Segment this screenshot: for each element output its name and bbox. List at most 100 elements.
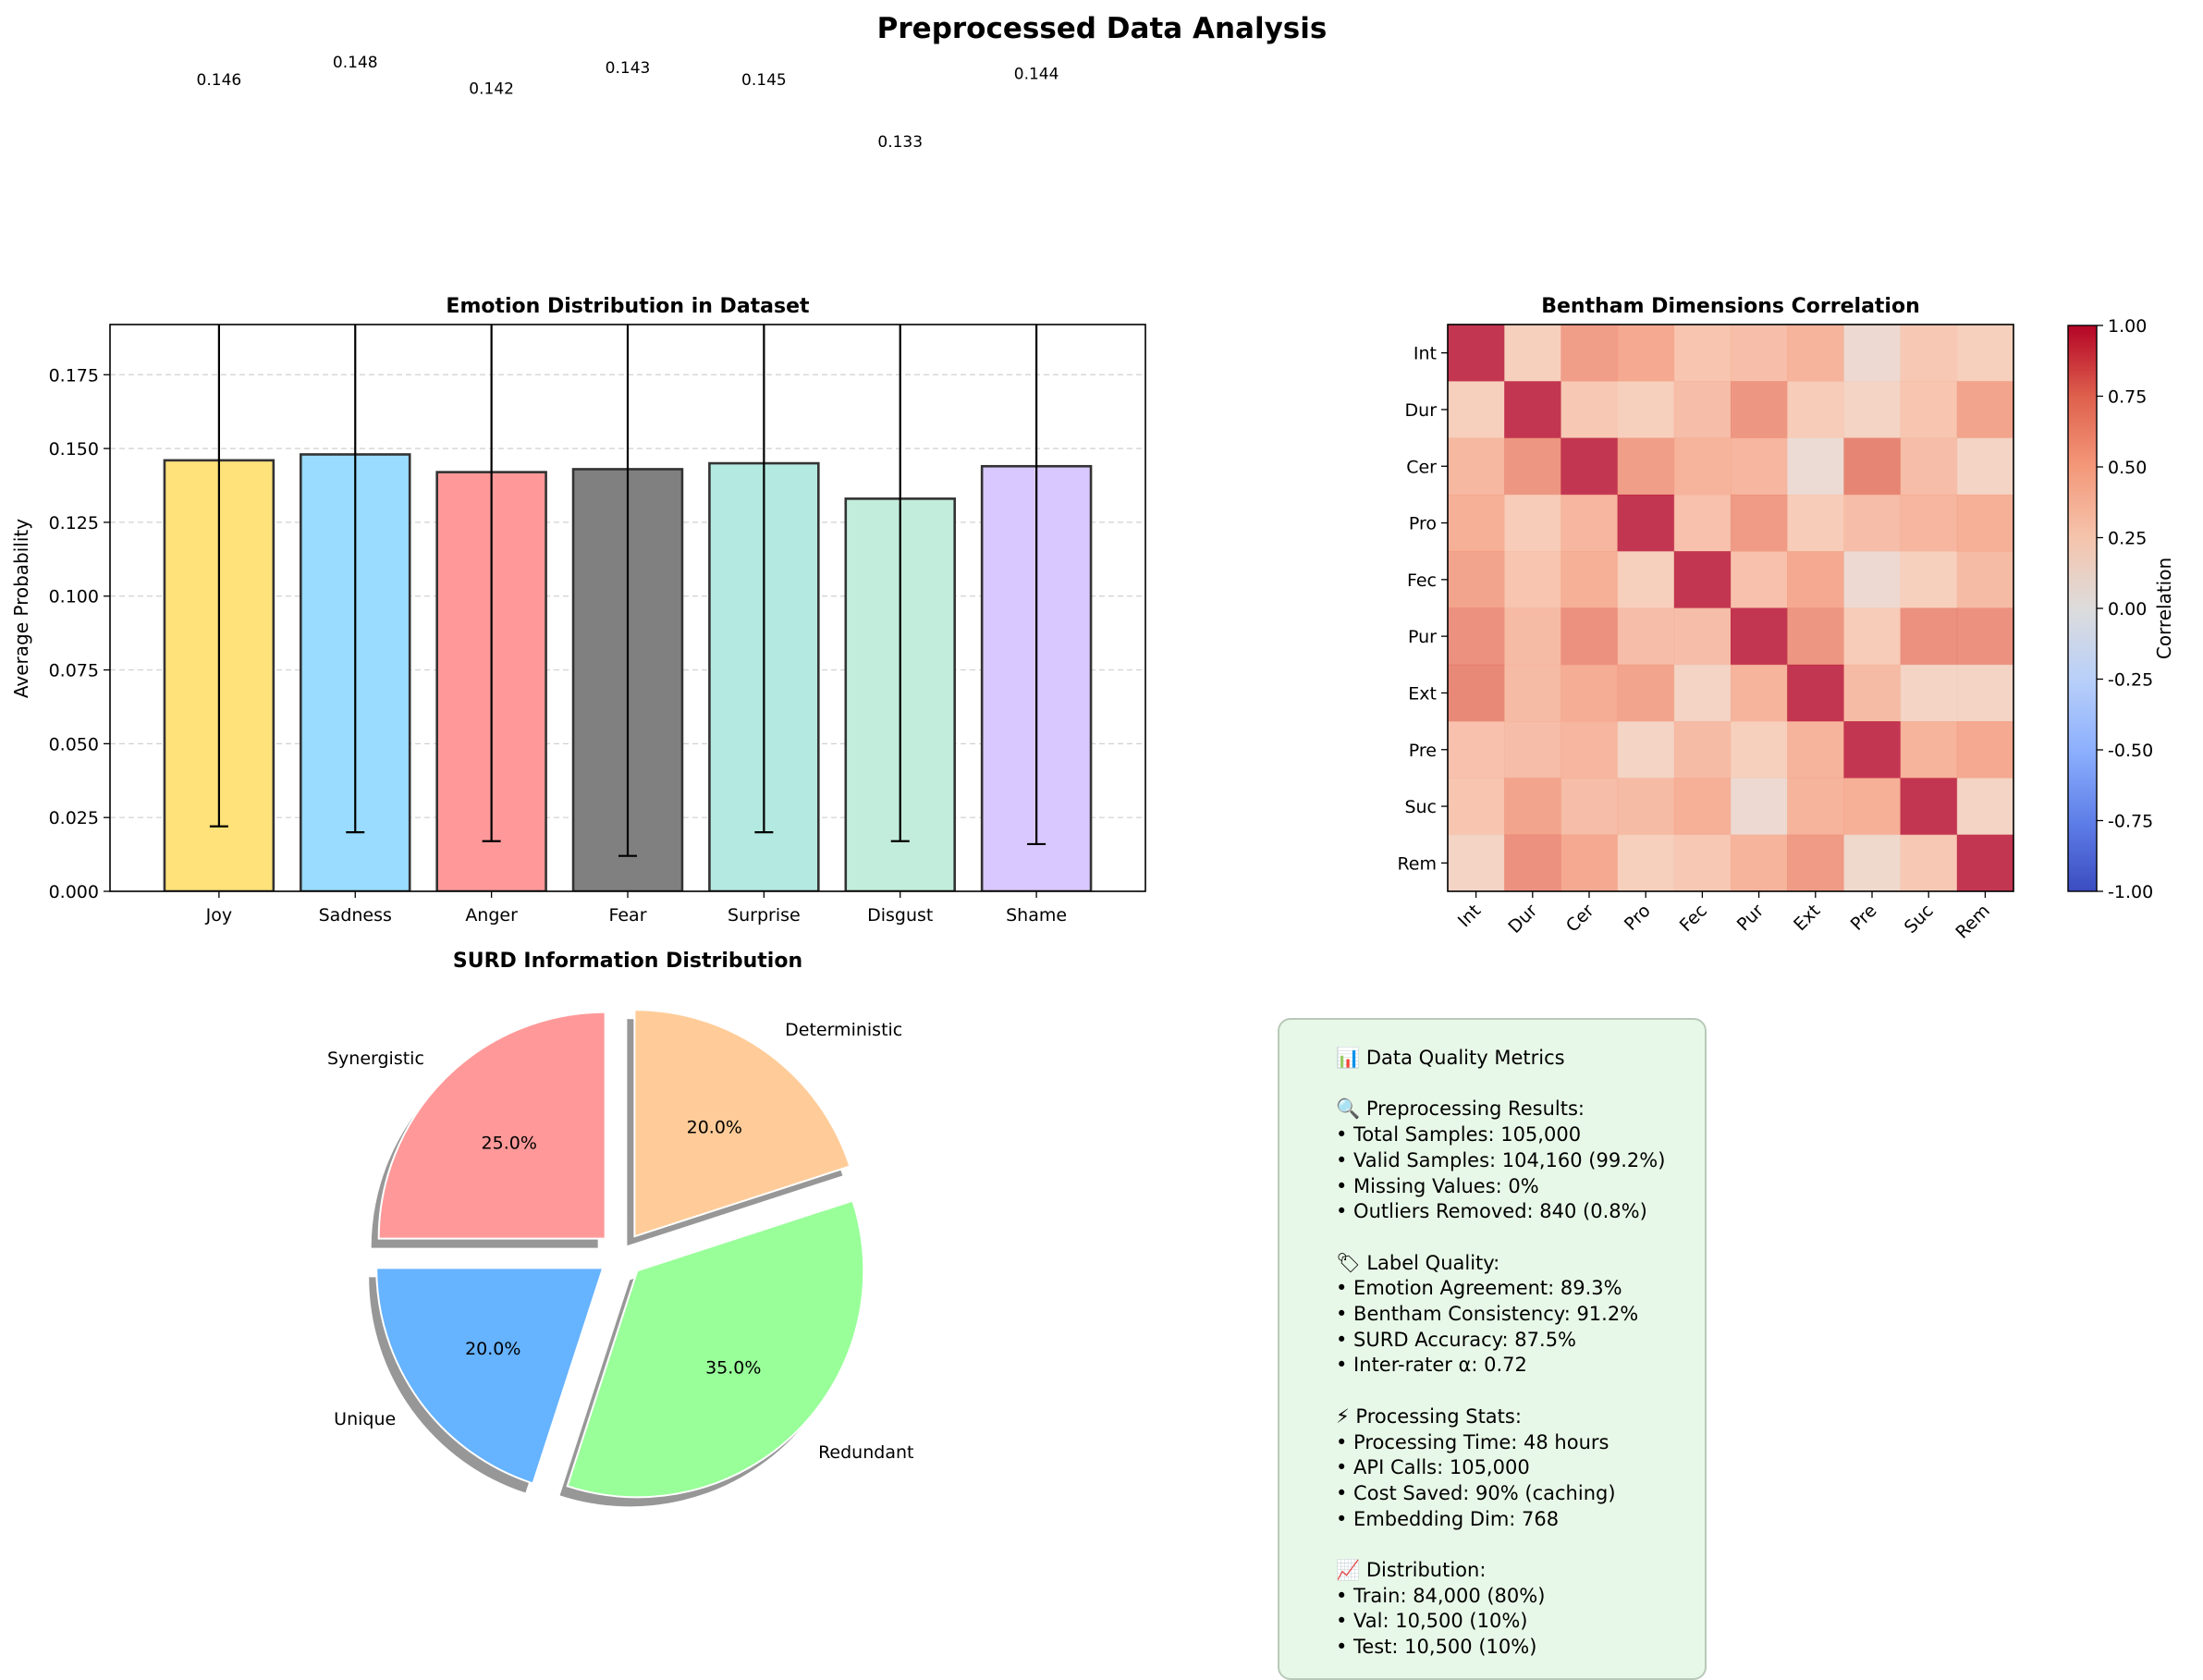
heatmap-cell bbox=[1448, 325, 1505, 382]
heatmap-row-label: Pur bbox=[1408, 627, 1437, 647]
heatmap-cell bbox=[1673, 834, 1732, 892]
heatmap-row-label: Dur bbox=[1405, 400, 1438, 421]
heatmap-cells bbox=[1448, 325, 2014, 892]
heatmap-cell bbox=[1448, 381, 1505, 439]
colorbar-tick-label: 0.75 bbox=[2108, 387, 2147, 408]
pie-chart-title: SURD Information Distribution bbox=[453, 950, 802, 973]
heatmap-cell bbox=[1900, 664, 1958, 722]
heatmap-cell bbox=[1787, 778, 1844, 836]
heatmap-cell bbox=[1956, 551, 2014, 608]
heatmap-cell bbox=[1787, 834, 1844, 892]
bar-x-tick-label: Disgust bbox=[867, 905, 933, 926]
heatmap-cell bbox=[1448, 607, 1505, 666]
heatmap-cell bbox=[1560, 381, 1619, 439]
heatmap-cell bbox=[1956, 381, 2014, 439]
colorbar-tick-label: -0.50 bbox=[2108, 741, 2153, 761]
heatmap-cell bbox=[1617, 607, 1675, 666]
bar-x-axis: Joy Sadness Anger Fear Surprise Disgust Shame bbox=[205, 891, 1067, 926]
heatmap-cell bbox=[1504, 437, 1561, 496]
heatmap-cell bbox=[1900, 834, 1958, 892]
heatmap-chart: Bentham Dimensions Correlation Int Dur Cer… bbox=[1397, 295, 2175, 943]
heatmap-cell bbox=[1843, 721, 1902, 779]
heatmap-cell bbox=[1617, 778, 1675, 836]
pie-pct-label: 20.0% bbox=[465, 1339, 520, 1359]
heatmap-cell bbox=[1560, 437, 1619, 496]
heatmap-cell bbox=[1673, 494, 1732, 552]
heatmap-cell bbox=[1617, 834, 1675, 892]
heatmap-frame bbox=[1447, 324, 2014, 892]
heatmap-cell bbox=[1504, 325, 1561, 382]
heatmap-cell bbox=[1560, 494, 1619, 552]
bar-value-label: 0.133 bbox=[877, 133, 923, 152]
colorbar-tick-label: 0.25 bbox=[2108, 529, 2147, 549]
heatmap-cell bbox=[1843, 778, 1902, 836]
heatmap-cell bbox=[1504, 494, 1561, 552]
heatmap-cell bbox=[1843, 325, 1902, 382]
heatmap-cell bbox=[1731, 834, 1788, 892]
heatmap-cell bbox=[1504, 381, 1561, 439]
bar-x-tick-label: Anger bbox=[465, 905, 518, 926]
bar-chart-errorbars bbox=[209, 325, 1046, 857]
bar-x-tick-label: Shame bbox=[1006, 905, 1067, 926]
heatmap-cell bbox=[1900, 607, 1958, 666]
heatmap-cell bbox=[1617, 325, 1675, 382]
heatmap-title: Bentham Dimensions Correlation bbox=[1541, 295, 1920, 318]
data-quality-metrics-box bbox=[1278, 1018, 1707, 1680]
heatmap-cell bbox=[1900, 551, 1958, 608]
colorbar-tick-label: -1.00 bbox=[2108, 882, 2153, 902]
heatmap-cell bbox=[1787, 551, 1844, 608]
heatmap-cell bbox=[1731, 664, 1788, 722]
pie-pct-label: 35.0% bbox=[705, 1357, 761, 1378]
bar-value-label: 0.142 bbox=[469, 80, 514, 99]
heatmap-cell bbox=[1843, 437, 1902, 496]
bar-y-tick-label: 0.100 bbox=[49, 587, 99, 607]
heatmap-cell bbox=[1617, 721, 1675, 779]
heatmap-cell bbox=[1560, 778, 1619, 836]
heatmap-cell bbox=[1673, 437, 1732, 496]
bar-value-label: 0.145 bbox=[741, 71, 787, 90]
bar-y-tick-label: 0.125 bbox=[49, 513, 99, 533]
heatmap-col-label: Ext bbox=[1790, 901, 1824, 935]
heatmap-cell bbox=[1787, 325, 1844, 382]
heatmap-row-label: Cer bbox=[1406, 457, 1437, 477]
bar-y-tick-label: 0.025 bbox=[49, 808, 99, 828]
bar-x-tick-label: Fear bbox=[608, 905, 646, 926]
heatmap-cell bbox=[1448, 551, 1505, 608]
heatmap-cell bbox=[1843, 494, 1902, 552]
pie-chart: SURD Information Distribution 25.0% Syner… bbox=[327, 950, 913, 1507]
heatmap-cell bbox=[1560, 834, 1619, 892]
heatmap-cell bbox=[1560, 551, 1619, 608]
heatmap-col-label: Fec bbox=[1676, 901, 1711, 936]
heatmap-cell bbox=[1787, 494, 1844, 552]
heatmap-cell bbox=[1504, 721, 1561, 779]
heatmap-cell bbox=[1617, 664, 1675, 722]
heatmap-cell bbox=[1787, 664, 1844, 722]
heatmap-cell bbox=[1731, 551, 1788, 608]
heatmap-cell bbox=[1956, 721, 2014, 779]
heatmap-cell bbox=[1673, 607, 1732, 666]
heatmap-y-axis: Int Dur Cer Pro Fec Pur Ext Pre Suc Rem bbox=[1397, 344, 1448, 874]
heatmap-cell bbox=[1617, 437, 1675, 496]
heatmap-col-label: Dur bbox=[1504, 901, 1541, 938]
heatmap-cell bbox=[1504, 607, 1561, 666]
colorbar-tick-label: -0.25 bbox=[2108, 670, 2153, 691]
bar-y-tick-label: 0.175 bbox=[49, 365, 99, 386]
heatmap-cell bbox=[1900, 494, 1958, 552]
colorbar-ticks: -1.00 -0.75 -0.50 -0.25 0.00 0.25 0.50 0.75 1.00 bbox=[2097, 316, 2153, 902]
heatmap-cell bbox=[1448, 664, 1505, 722]
bar-chart-title: Emotion Distribution in Dataset bbox=[446, 295, 810, 318]
colorbar-tick-label: 0.50 bbox=[2108, 458, 2147, 478]
heatmap-cell bbox=[1617, 494, 1675, 552]
bar-value-label: 0.143 bbox=[606, 59, 651, 78]
heatmap-cell bbox=[1843, 551, 1902, 608]
heatmap-cell bbox=[1900, 325, 1958, 382]
heatmap-col-label: Int bbox=[1454, 901, 1485, 931]
pie-label: Synergistic bbox=[327, 1048, 424, 1069]
heatmap-col-label: Pre bbox=[1847, 901, 1881, 935]
pie-label: Redundant bbox=[818, 1442, 913, 1463]
heatmap-row-label: Ext bbox=[1408, 683, 1437, 704]
bar-y-tick-label: 0.000 bbox=[49, 882, 99, 902]
heatmap-cell bbox=[1673, 721, 1732, 779]
heatmap-cell bbox=[1504, 664, 1561, 722]
